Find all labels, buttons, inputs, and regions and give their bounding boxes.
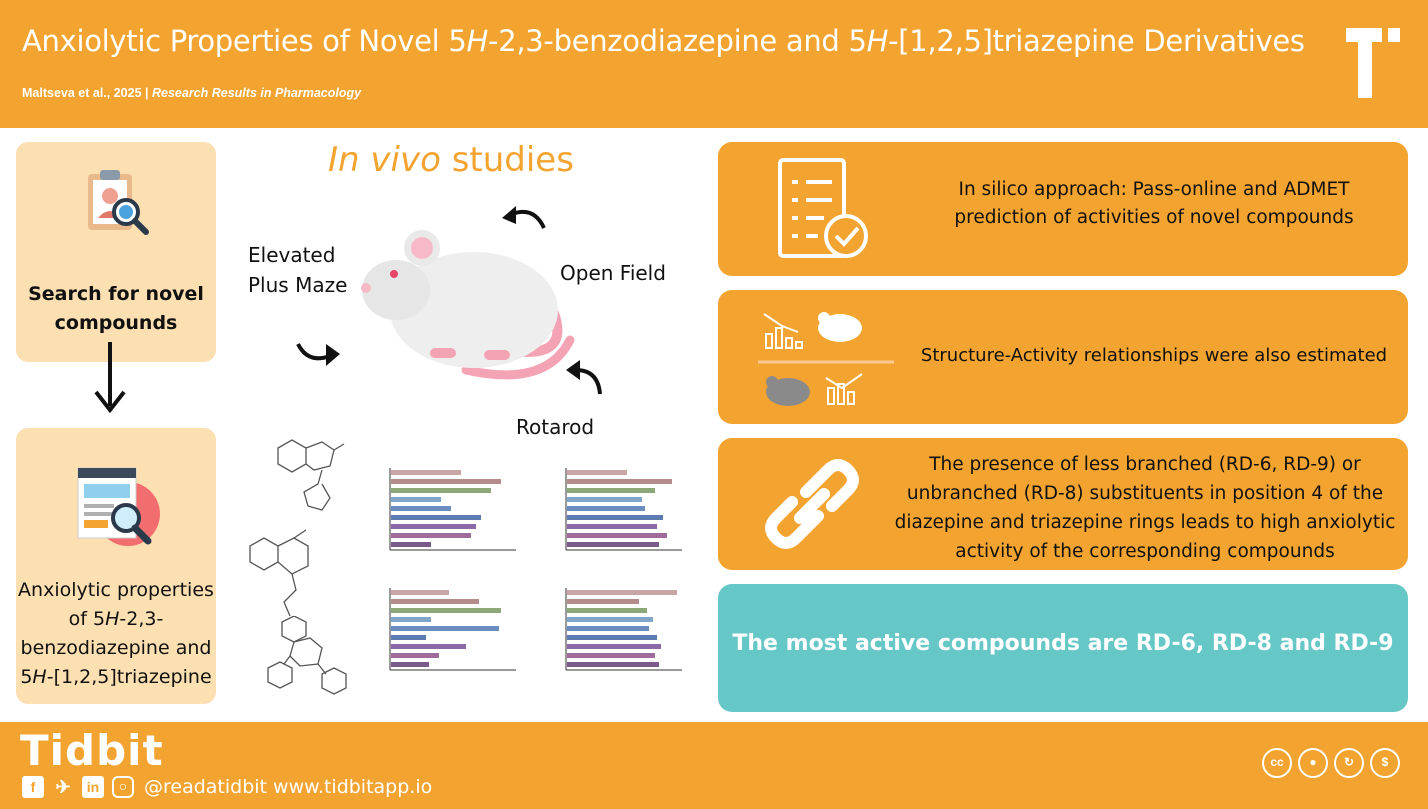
- bar-chart-thumbnail: [536, 464, 686, 570]
- sar-box: Structure-Activity relationships were al…: [718, 290, 1408, 424]
- bar-chart-thumbnail: [360, 584, 520, 690]
- search-label: Search for novel compounds: [28, 283, 204, 334]
- anxiolytic-line-1: Anxiolytic properties: [18, 579, 214, 601]
- in-vivo-heading: In vivo studies: [328, 140, 574, 180]
- conclusion-text: The most active compounds are RD-6, RD-8…: [732, 631, 1394, 656]
- social-links: f ✈ in ○ @readatidbit www.tidbitapp.io: [22, 776, 432, 798]
- linkedin-icon[interactable]: in: [82, 776, 104, 798]
- label-rotarod: Rotarod: [516, 415, 595, 439]
- sar-text: Structure-Activity relationships were al…: [920, 345, 1388, 366]
- clipboard-search-icon: [88, 170, 149, 235]
- bar-chart-thumbnail: [536, 584, 686, 690]
- anxiolytic-line-4: 5H-[1,2,5]triazepine: [20, 666, 212, 688]
- brand-logo: Tidbit: [20, 726, 164, 775]
- by-icon: ●: [1298, 748, 1328, 778]
- curved-arrow-icon: [566, 360, 602, 395]
- in-silico-text: In silico approach: Pass-online and ADME…: [954, 179, 1354, 228]
- citation: Maltseva et al., 2025 | Research Results…: [22, 86, 362, 100]
- chain-link-icon: [765, 459, 859, 549]
- instagram-icon[interactable]: ○: [112, 776, 134, 798]
- social-handle[interactable]: @readatidbit www.tidbitapp.io: [144, 776, 433, 798]
- bar-chart-thumbnail: [360, 464, 520, 570]
- curved-arrow-icon: [296, 343, 340, 366]
- arrow-down-icon: [94, 342, 126, 414]
- facebook-icon[interactable]: f: [22, 776, 44, 798]
- cc-icon: cc: [1262, 748, 1292, 778]
- journal-name: Research Results in Pharmacology: [151, 86, 362, 100]
- anxiolytic-box: Anxiolytic properties of 5H-2,3- benzodi…: [16, 428, 216, 704]
- twitter-icon[interactable]: ✈: [55, 777, 71, 797]
- sa-icon: ↻: [1334, 748, 1364, 778]
- nc-icon: $: [1370, 748, 1400, 778]
- header-banner: Anxiolytic Properties of Novel 5H-2,3-be…: [0, 0, 1428, 128]
- molecule-structure-icon: [277, 439, 345, 511]
- mouse-illustration-icon: [361, 230, 575, 380]
- molecule-structure-icon: [267, 616, 347, 695]
- search-box: Search for novel compounds: [16, 142, 216, 362]
- anxiolytic-label: Anxiolytic properties of 5H-2,3- benzodi…: [16, 576, 216, 692]
- label-elevated-plus-maze: Elevated Plus Maze: [248, 243, 348, 297]
- license-badges: cc ● ↻ $: [1262, 748, 1400, 778]
- molecule-structure-icon: [249, 529, 309, 617]
- substituent-box: The presence of less branched (RD-6, RD-…: [718, 438, 1408, 570]
- label-open-field: Open Field: [560, 261, 666, 285]
- document-search-icon: [77, 467, 160, 546]
- substituent-text: The presence of less branched (RD-6, RD-…: [894, 454, 1396, 562]
- anxiolytic-line-3: benzodiazepine and: [20, 637, 212, 659]
- checklist-icon: [778, 158, 868, 258]
- tidbit-logo-icon: [1346, 28, 1400, 98]
- in-silico-box: In silico approach: Pass-online and ADME…: [718, 142, 1408, 276]
- sar-chart-mice-icon: [758, 312, 894, 406]
- footer-banner: Tidbit f ✈ in ○ @readatidbit www.tidbita…: [0, 722, 1428, 809]
- conclusion-box: The most active compounds are RD-6, RD-8…: [718, 584, 1408, 712]
- page-title: Anxiolytic Properties of Novel 5H-2,3-be…: [22, 24, 1305, 58]
- anxiolytic-line-2: of 5H-2,3-: [68, 608, 164, 630]
- curved-arrow-icon: [502, 206, 546, 229]
